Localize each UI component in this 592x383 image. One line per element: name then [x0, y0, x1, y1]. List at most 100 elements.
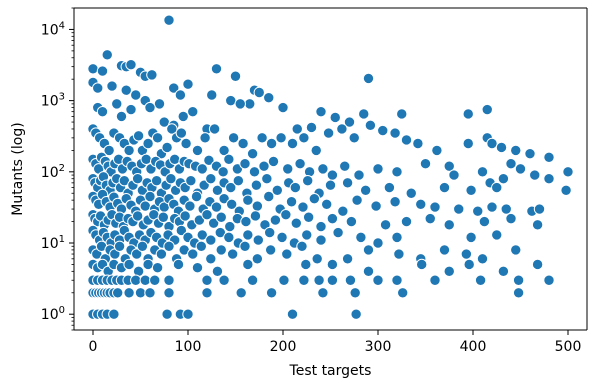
y-tick-label: 104 [41, 20, 65, 38]
scatter-point [252, 234, 264, 246]
scatter-point [263, 190, 275, 203]
scatter-point [151, 262, 164, 274]
scatter-point [531, 258, 544, 271]
scatter-point [393, 248, 405, 260]
scatter-point [263, 91, 275, 104]
scatter-point [261, 173, 273, 185]
scatter-point [294, 158, 306, 170]
scatter-point [416, 258, 428, 271]
scatter-point [491, 181, 503, 194]
scatter-point [419, 158, 432, 170]
scatter-point [472, 205, 484, 217]
scatter-point [286, 308, 299, 320]
scatter-point [246, 274, 259, 286]
scatter-point [277, 101, 289, 114]
scatter-point [486, 201, 498, 213]
scatter-point [372, 163, 384, 175]
scatter-point [182, 78, 194, 90]
scatter-point [298, 132, 310, 144]
scatter-point [405, 187, 417, 199]
scatter-point [362, 265, 375, 278]
scatter-point [113, 240, 126, 252]
scatter-point [242, 229, 254, 241]
scatter-point [225, 181, 237, 194]
scatter-point [281, 248, 293, 260]
scatter-point [412, 137, 424, 150]
scatter-point [453, 203, 465, 215]
scatter-point [462, 137, 474, 150]
scatter-point [275, 132, 287, 144]
scatter-point [310, 144, 322, 157]
scatter-point [215, 211, 227, 223]
scatter-point [505, 158, 517, 170]
scatter-point [251, 200, 264, 212]
scatter-point [286, 137, 299, 150]
scatter-point [510, 144, 522, 157]
scatter-point [191, 262, 204, 274]
scatter-point [182, 308, 194, 320]
scatter-point [248, 166, 261, 178]
scatter-point [146, 69, 158, 81]
scatter-point [226, 248, 239, 260]
scatter-point [400, 134, 413, 146]
scatter-point [234, 98, 246, 110]
scatter-point [165, 173, 177, 185]
scatter-point [196, 229, 208, 241]
scatter-point [92, 82, 104, 94]
scatter-point [296, 240, 308, 252]
scatter-point [315, 220, 327, 233]
scatter-point [524, 147, 536, 160]
scatter-point [497, 173, 510, 185]
scatter-point [211, 184, 224, 197]
x-axis-label: Test targets [289, 363, 372, 379]
scatter-point [139, 274, 151, 286]
scatter-point [336, 123, 348, 135]
scatter-point [476, 166, 489, 178]
scatter-point [383, 181, 396, 194]
scatter-point [326, 258, 339, 271]
scatter-point [396, 108, 408, 120]
scatter-point [239, 158, 251, 170]
scatter-point [302, 211, 315, 223]
scatter-point [326, 169, 339, 181]
scatter-point [256, 132, 268, 144]
scatter-point [125, 103, 137, 116]
scatter-point [443, 219, 455, 231]
scatter-point [195, 240, 208, 252]
scatter-point [157, 211, 170, 223]
scatter-point [514, 163, 527, 175]
scatter-point [358, 108, 370, 120]
scatter-point [448, 169, 460, 181]
scatter-point [424, 212, 436, 225]
scatter-point [431, 144, 443, 157]
scatter-point [218, 274, 230, 286]
scatter-point [175, 224, 188, 237]
scatter-point [161, 308, 173, 320]
scatter-point [476, 253, 489, 265]
scatter-point [562, 166, 574, 178]
scatter-point [163, 287, 175, 299]
scatter-point [317, 287, 329, 299]
scatter-point [429, 274, 441, 286]
scatter-point [180, 137, 192, 150]
scatter-point [276, 231, 288, 244]
scatter-point [443, 265, 455, 278]
scatter-point [232, 175, 245, 187]
scatter-point [289, 181, 302, 194]
axes-layer [73, 7, 588, 331]
scatter-point [285, 196, 298, 208]
scatter-point [218, 144, 230, 157]
scatter-point [339, 160, 351, 172]
scatter-point [130, 274, 142, 286]
scatter-point [130, 89, 142, 101]
scatter-point [474, 274, 487, 286]
scatter-point [391, 231, 403, 244]
scatter-point [311, 253, 323, 265]
scatter-point [348, 132, 360, 144]
scatter-point [96, 105, 109, 118]
scatter-point [341, 253, 354, 265]
scatter-point [253, 86, 265, 99]
scatter-point [377, 124, 389, 137]
scatter-point [301, 229, 313, 241]
